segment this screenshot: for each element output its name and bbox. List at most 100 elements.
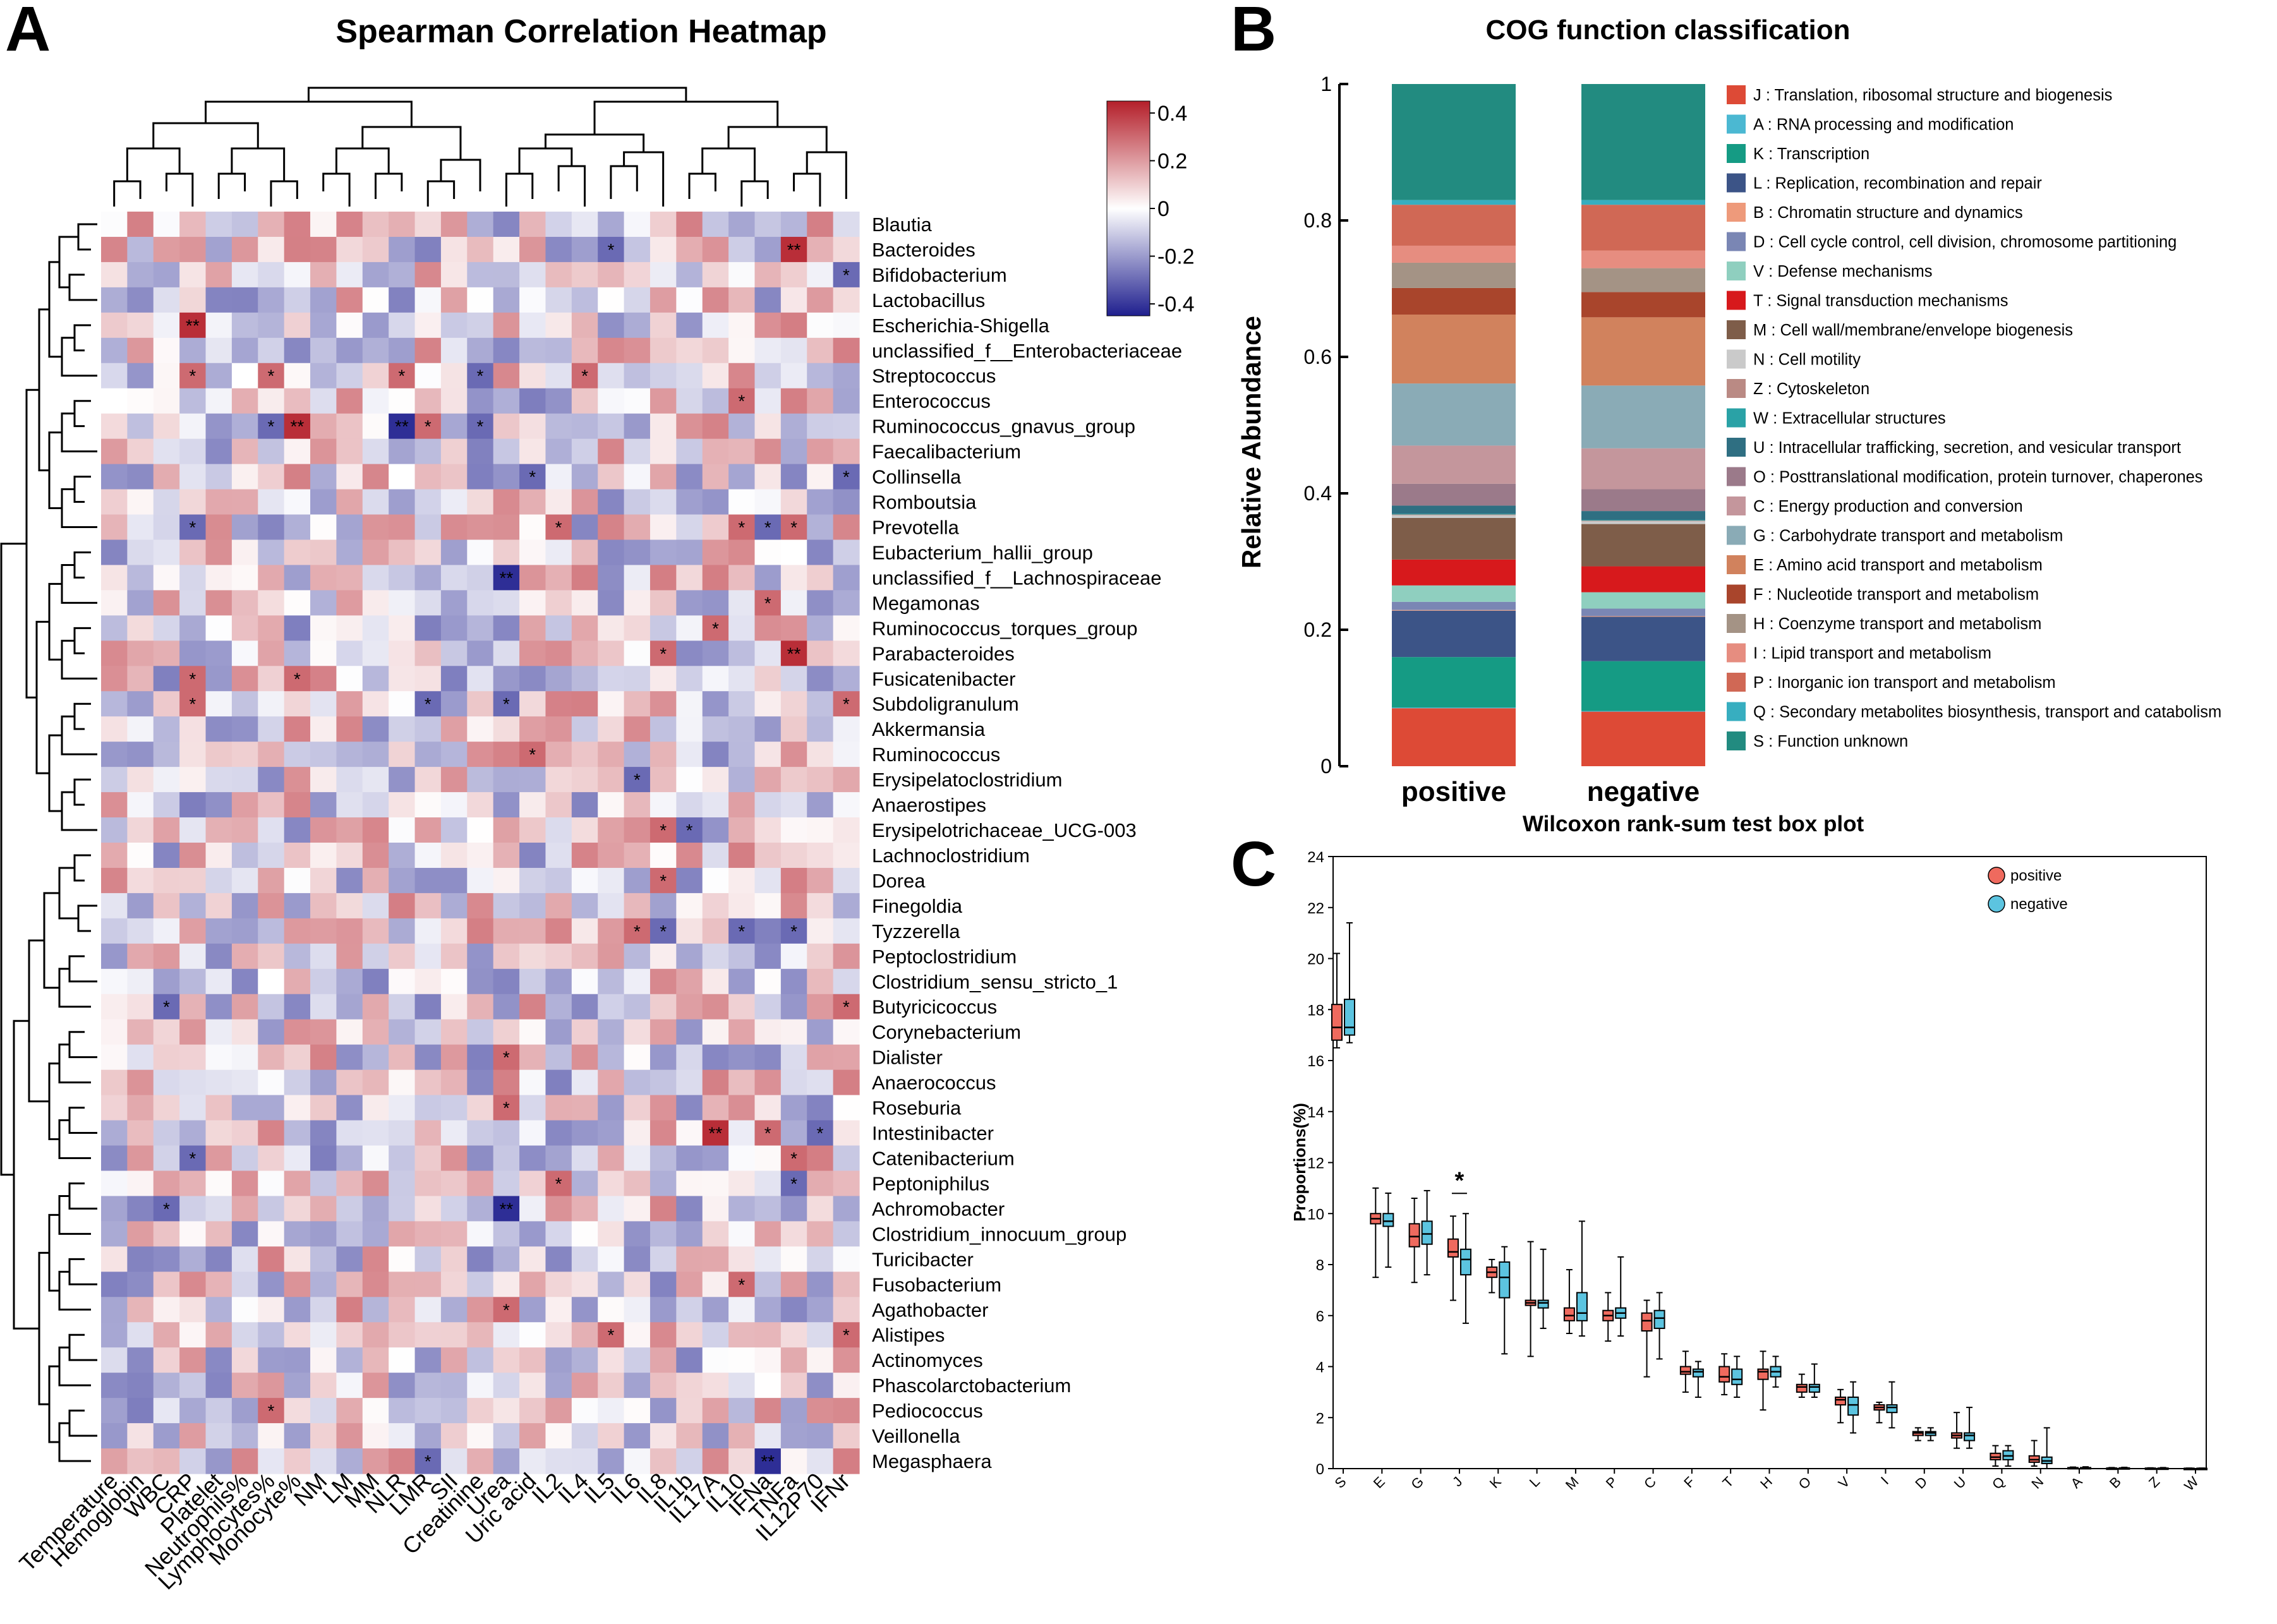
heatmap-cell-escherichia-shigella-il2 (545, 312, 572, 339)
heatmap-cell-akkermansia-monocyte (284, 716, 311, 742)
heatmap-cell-finegoldia-il4 (571, 893, 598, 919)
heatmap-cell-erysipelotrichaceae-ucg-003-tnfa (780, 817, 807, 843)
heatmap-cell-erysipelatoclostridium-tnfa (780, 767, 807, 793)
heatmap-cell-escherichia-shigella-temperature (101, 312, 128, 339)
heatmap-cell-erysipelatoclostridium-temperature (101, 767, 128, 793)
row-dendrogram-branch (68, 274, 97, 301)
heatmap-cell-eubacterium-hallii-group-ifnr (833, 539, 860, 566)
heatmap-cell-turicibacter-lymphocytes (258, 1246, 285, 1272)
heatmap-cell-peptoniphilus-crp (179, 1170, 207, 1197)
heatmap-cell-unclassified-f-enterobacteriaceae-lymphocytes (258, 337, 285, 364)
heatmap-cell-pediococcus-lm (336, 1398, 363, 1424)
significance-mark-dialister-urea: * (503, 1048, 510, 1068)
heatmap-cell-escherichia-shigella-ifna (754, 312, 782, 339)
significance-mark-catenibacterium-crp: * (189, 1149, 196, 1169)
heatmap-cells (101, 212, 860, 1474)
heatmap-cell-dorea-neutrophils (231, 867, 258, 894)
heatmap-cell-unclassified-f-lachnospiraceae-lmr (414, 565, 442, 591)
heatmap-cell-bacteroides-creatinine (467, 236, 494, 263)
heatmap-cell-lactobacillus-neutrophils (231, 287, 258, 313)
heatmap-cell-fusicatenibacter-mm (362, 666, 389, 692)
heatmap-cell-erysipelatoclostridium-il1b (676, 767, 703, 793)
heatmap-cell-faecalibacterium-il6 (624, 438, 651, 465)
heatmap-cell-achromobacter-hemoglobin (127, 1196, 154, 1222)
heatmap-cell-unclassified-f-enterobacteriaceae-monocyte (284, 337, 311, 364)
heatmap-cell-erysipelotrichaceae-ucg-003-crp (179, 817, 207, 843)
row-dendrogram-branch (0, 543, 27, 1176)
heatmap-cell-parabacteroides-sii (440, 641, 468, 666)
heatmap-cell-collinsella-mm (362, 464, 389, 490)
heatmap-cell-fusobacterium-il4 (571, 1272, 598, 1297)
heatmap-cell-enterococcus-sii (440, 388, 468, 414)
heatmap-cell-megasphaera-monocyte (284, 1448, 311, 1474)
heatmap-cell-ruminococcus-gnavus-group-creatinine (467, 413, 494, 440)
heatmap-cell-subdoligranulum-ifna (754, 691, 782, 717)
heatmap-cell-anaerostipes-urea (493, 792, 520, 818)
heatmap-cell-clostridium-innocuum-group-creatinine (467, 1221, 494, 1247)
significance-mark-megasphaera-lmr: * (425, 1452, 432, 1471)
heatmap-cell-prevotella-hemoglobin (127, 514, 154, 541)
row-label-ruminococcus-torques-group: Ruminococcus_torques_group (872, 617, 1137, 639)
column-dendrogram-branch (544, 133, 645, 152)
cog-bar-segment-positive-i (1392, 245, 1516, 263)
heatmap-cell-blautia-il8 (649, 212, 677, 238)
heatmap-cell-romboutsia-il1b (676, 489, 703, 515)
row-dendrogram-branch (73, 324, 91, 352)
heatmap-cell-collinsella-creatinine (467, 464, 494, 490)
heatmap-cell-bifidobacterium-nlr (389, 262, 416, 288)
heatmap-cell-bacteroides-hemoglobin (127, 236, 154, 263)
heatmap-cell-megamonas-temperature (101, 590, 128, 616)
heatmap-cell-lactobacillus-nm (310, 287, 337, 313)
heatmap-cell-actinomyces-ifnr (833, 1347, 860, 1373)
heatmap-cell-corynebacterium-il2 (545, 1019, 572, 1045)
heatmap-cell-ruminococcus-creatinine (467, 742, 494, 767)
heatmap-cell-collinsella-lmr (414, 464, 442, 490)
heatmap-cell-phascolarctobacterium-ifnr (833, 1373, 860, 1398)
cog-legend-swatch-k (1727, 144, 1746, 163)
heatmap-cell-bifidobacterium-temperature (101, 262, 128, 288)
heatmap-cell-romboutsia-uric-acid (519, 489, 547, 515)
heatmap-cell-bacteroides-tnfa (780, 236, 807, 263)
heatmap-cell-alistipes-ifna (754, 1322, 782, 1348)
cog-legend-swatch-o (1727, 467, 1746, 486)
heatmap-cell-megamonas-il5 (598, 590, 625, 616)
heatmap-cell-achromobacter-il12p70 (807, 1196, 834, 1222)
heatmap-cell-bifidobacterium-platelet (205, 262, 233, 288)
heatmap-cell-dorea-wbc (153, 867, 180, 894)
heatmap-cell-actinomyces-hemoglobin (127, 1347, 154, 1373)
colorbar-bar (1106, 100, 1151, 316)
box-negative-f (1692, 1368, 1704, 1378)
row-label-eubacterium-hallii-group: Eubacterium_hallii_group (872, 541, 1093, 563)
heatmap-cell-fusobacterium-hemoglobin (127, 1272, 154, 1297)
heatmap-cell-megasphaera-nm (310, 1448, 337, 1474)
heatmap-cell-anaerostipes-il8 (649, 792, 677, 818)
heatmap-cell-eubacterium-hallii-group-il1b (676, 539, 703, 566)
row-dendrogram-branch (61, 563, 97, 604)
heatmap-cell-faecalibacterium-neutrophils (231, 438, 258, 465)
heatmap-cell-collinsella-ifnr (833, 464, 860, 490)
heatmap-cell-phascolarctobacterium-il10 (728, 1373, 756, 1398)
heatmap-cell-megamonas-il4 (571, 590, 598, 616)
heatmap-cell-ruminococcus-torques-group-ifnr (833, 615, 860, 641)
heatmap-cell-roseburia-lm (336, 1095, 363, 1121)
significance-mark-prevotella-il10: * (738, 518, 745, 538)
row-dendrogram-branch (68, 1333, 97, 1361)
heatmap-cell-unclassified-f-lachnospiraceae-il12p70 (807, 565, 834, 591)
box-x-label-t: T (1720, 1474, 1737, 1491)
heatmap-cell-collinsella-tnfa (780, 464, 807, 490)
box-x-label-q: Q (1989, 1474, 2008, 1493)
heatmap-cell-actinomyces-il6 (624, 1347, 651, 1373)
heatmap-cell-subdoligranulum-neutrophils (231, 691, 258, 717)
heatmap-cell-catenibacterium-lm (336, 1145, 363, 1172)
heatmap-cell-erysipelotrichaceae-ucg-003-platelet (205, 817, 233, 843)
cog-y-tick-label: 0.6 (1304, 346, 1332, 368)
heatmap-cell-corynebacterium-wbc (153, 1019, 180, 1045)
heatmap-cell-agathobacter-il1b (676, 1297, 703, 1323)
box-x-label-o: O (1796, 1474, 1815, 1493)
heatmap-cell-alistipes-monocyte (284, 1322, 311, 1348)
column-dendrogram-branch (426, 180, 456, 207)
heatmap-cell-clostridium-sensu-stricto-1-il5 (598, 968, 625, 995)
row-label-bacteroides: Bacteroides (872, 239, 975, 261)
heatmap-cell-prevotella-platelet (205, 514, 233, 541)
heatmap-cell-blautia-uric-acid (519, 212, 547, 238)
